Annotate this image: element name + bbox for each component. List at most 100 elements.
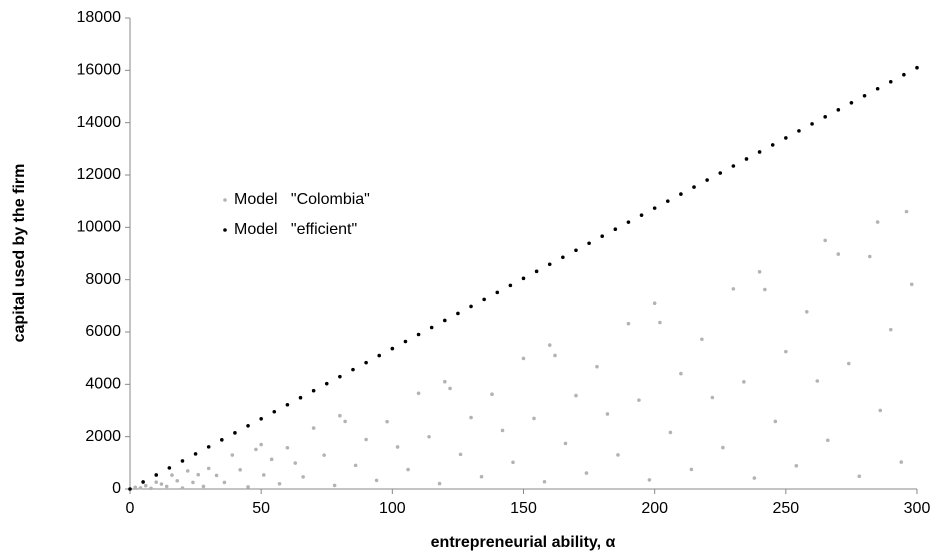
point [149, 486, 153, 491]
point [133, 485, 138, 490]
point [731, 164, 736, 168]
point [443, 318, 447, 323]
point [285, 445, 290, 450]
point [254, 447, 258, 452]
point [193, 452, 198, 456]
point [823, 115, 827, 119]
legend-marker [223, 228, 227, 232]
point [784, 136, 788, 140]
point [639, 213, 644, 217]
point [206, 466, 211, 471]
point [888, 327, 893, 332]
point [857, 474, 862, 479]
point [416, 391, 421, 396]
point [731, 287, 736, 291]
point [338, 413, 342, 418]
point [815, 379, 820, 383]
point [246, 485, 250, 489]
point [521, 276, 526, 281]
point [301, 475, 305, 479]
point [495, 290, 500, 295]
point [385, 419, 389, 424]
point [196, 472, 201, 477]
point [773, 419, 778, 424]
point [154, 480, 159, 484]
point [613, 227, 618, 231]
point [353, 463, 358, 468]
point [521, 356, 526, 361]
point [595, 364, 599, 369]
point [469, 415, 473, 420]
point [784, 349, 788, 354]
point [915, 65, 919, 70]
point [534, 269, 539, 274]
point [437, 481, 442, 486]
point [261, 473, 266, 477]
point [542, 479, 547, 484]
x-tick-label: 250 [772, 500, 799, 517]
point [272, 409, 277, 414]
x-tick-label: 150 [510, 500, 537, 517]
point [233, 431, 237, 435]
point [164, 484, 169, 489]
point [141, 480, 145, 484]
point [246, 424, 250, 428]
point [143, 483, 148, 488]
point [700, 337, 704, 342]
y-tick-label: 10000 [77, 219, 122, 236]
point [805, 309, 809, 314]
point [230, 453, 235, 457]
point [324, 381, 329, 386]
point [458, 452, 463, 457]
point [902, 72, 906, 77]
point [679, 192, 683, 196]
point [810, 122, 814, 126]
point [721, 445, 725, 450]
point [742, 380, 746, 384]
point [374, 478, 379, 483]
x-tick-label: 300 [904, 500, 931, 517]
point [277, 481, 282, 486]
point [214, 473, 219, 478]
legend-marker [223, 198, 227, 202]
point [338, 374, 342, 379]
point [605, 412, 610, 416]
point [763, 287, 767, 292]
y-tick-label: 6000 [85, 323, 121, 340]
point [479, 474, 484, 479]
point [875, 86, 880, 91]
point [823, 238, 827, 243]
point [159, 482, 164, 486]
point [343, 419, 347, 424]
point [563, 441, 568, 446]
point [849, 101, 854, 105]
point [351, 367, 355, 372]
point [867, 254, 872, 259]
point [427, 434, 431, 439]
point [587, 241, 591, 246]
point [584, 471, 589, 475]
point [574, 393, 578, 398]
point [826, 438, 830, 443]
point [175, 478, 180, 483]
point [403, 339, 408, 344]
point [406, 467, 410, 472]
point [626, 321, 631, 326]
y-tick-label: 18000 [77, 9, 122, 26]
point [679, 371, 683, 376]
point [647, 478, 652, 482]
point [191, 480, 195, 485]
point [652, 206, 657, 210]
point [311, 388, 316, 393]
point [658, 320, 662, 325]
point [180, 459, 185, 463]
y-tick-label: 12000 [77, 166, 122, 183]
point [652, 301, 657, 306]
point [456, 311, 460, 316]
point [416, 332, 421, 337]
y-tick-label: 0 [112, 480, 121, 497]
point [878, 408, 883, 413]
point [511, 460, 515, 465]
point [797, 129, 801, 133]
